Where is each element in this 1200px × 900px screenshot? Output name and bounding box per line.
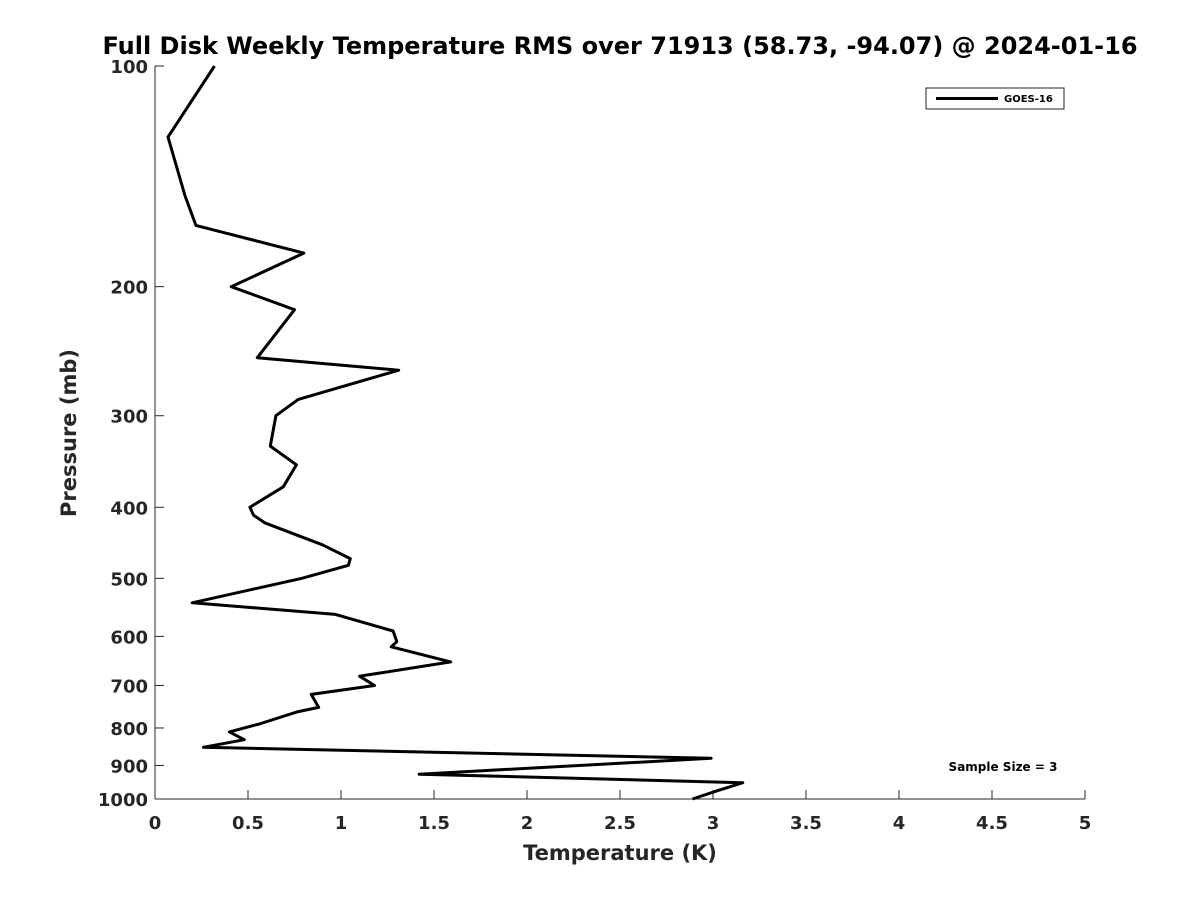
series-layer <box>166 65 745 801</box>
y-tick-label: 1000 <box>98 790 148 811</box>
sample-size-annotation: Sample Size = 3 <box>949 760 1058 774</box>
y-tick-label: 300 <box>110 407 148 428</box>
x-tick-label: 0.5 <box>232 813 264 834</box>
x-tick-label: 3 <box>707 813 720 834</box>
x-tick-label: 4 <box>893 813 906 834</box>
x-tick-label: 5 <box>1079 813 1092 834</box>
y-ticks: 100 200 300 400 500 600 700 800 900 1000 <box>98 57 164 811</box>
y-tick-label: 200 <box>110 278 148 299</box>
y-tick-label: 600 <box>110 627 148 648</box>
x-tick-label: 0 <box>149 813 162 834</box>
x-tick-label: 1 <box>335 813 348 834</box>
y-tick-label: 800 <box>110 719 148 740</box>
y-tick-label: 900 <box>110 756 148 777</box>
y-tick-label: 100 <box>110 57 148 78</box>
legend: GOES-16 <box>925 87 1065 110</box>
x-tick-label: 2.5 <box>604 813 636 834</box>
series-line-goes-16 <box>166 65 745 801</box>
legend-entry-goes-16: GOES-16 <box>1004 94 1053 105</box>
y-axis-label: Pressure (mb) <box>57 349 81 517</box>
x-axis-label: Temperature (K) <box>523 841 717 865</box>
x-tick-label: 3.5 <box>790 813 822 834</box>
x-tick-label: 4.5 <box>976 813 1008 834</box>
x-tick-label: 1.5 <box>418 813 450 834</box>
y-tick-label: 700 <box>110 676 148 697</box>
x-tick-label: 2 <box>521 813 534 834</box>
x-ticks: 0 0.5 1 1.5 2 2.5 3 3.5 4 4.5 5 <box>149 790 1092 834</box>
chart-title: Full Disk Weekly Temperature RMS over 71… <box>102 32 1137 60</box>
y-tick-label: 400 <box>110 498 148 519</box>
y-tick-label: 500 <box>110 569 148 590</box>
